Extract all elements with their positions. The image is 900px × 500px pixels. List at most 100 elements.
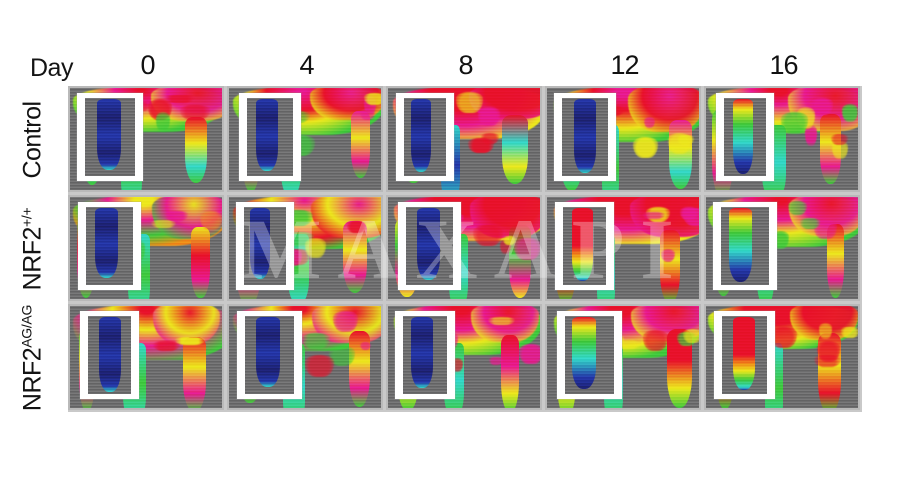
heat-speckle (305, 354, 335, 377)
roi-inset-box[interactable] (556, 311, 622, 399)
heat-speckle (804, 124, 818, 147)
roi-inset-field (723, 98, 766, 176)
heatmap-panel-nrf2--day-16[interactable] (704, 195, 860, 301)
heat-speckle (787, 201, 808, 216)
heatmap-panel-nrf2--day-4[interactable] (227, 195, 383, 301)
row-label-superscript: AG/AG (18, 304, 35, 348)
heatmap-panel-control-day-12[interactable] (545, 86, 701, 192)
heat-region-limb-right (820, 113, 841, 184)
heatmap-panel-nrf2ag-ag-day-8[interactable] (386, 304, 542, 410)
heat-speckle (472, 224, 503, 247)
heat-speckle (503, 235, 517, 245)
heat-speckle (811, 98, 833, 116)
heatmap-panel-control-day-8[interactable] (386, 86, 542, 192)
row-label-control: Control (19, 101, 48, 178)
roi-inset-field (563, 207, 607, 285)
heat-region-limb-right (660, 229, 680, 299)
heat-speckle (780, 112, 809, 134)
row-label-slot-0: Control (0, 86, 66, 194)
roi-inset-box[interactable] (394, 311, 455, 399)
panel-row-control (68, 86, 862, 192)
heatmap-panel-nrf2--day-8[interactable] (386, 195, 542, 301)
roi-inset-field (402, 316, 447, 394)
roi-strip (571, 316, 596, 390)
heat-speckle (680, 207, 699, 220)
heat-speckle (519, 344, 540, 364)
heat-speckle (487, 316, 516, 326)
column-header-day-16: 16 (769, 50, 798, 80)
heat-speckle (363, 92, 381, 106)
roi-strip (97, 98, 121, 171)
heat-speckle (329, 346, 356, 367)
heat-region-limb-right (184, 117, 207, 184)
heatmap-panel-control-day-4[interactable] (227, 86, 383, 192)
roi-inset-box[interactable] (79, 311, 140, 399)
roi-inset-box[interactable] (235, 202, 295, 290)
roi-strip (728, 207, 752, 283)
heat-speckle (304, 238, 326, 259)
heat-speckle (642, 212, 666, 220)
heatmap-panel-control-day-16[interactable] (704, 86, 860, 192)
column-header-row: 0 4 8 12 16 (68, 48, 862, 84)
column-header-day-8: 8 (458, 50, 473, 80)
roi-inset-box[interactable] (553, 93, 617, 181)
heat-speckle (499, 238, 511, 254)
roi-strip (99, 316, 121, 393)
heat-speckle (360, 109, 376, 121)
heat-speckle (199, 210, 222, 231)
roi-inset-field (246, 98, 293, 176)
heat-speckle (632, 136, 658, 159)
heat-speckle (478, 107, 501, 126)
heatmap-panel-nrf2ag-ag-day-16[interactable] (704, 304, 860, 410)
row-label-superscript: +/+ (18, 207, 35, 228)
roi-inset-box[interactable] (238, 93, 301, 181)
roi-inset-field (405, 207, 454, 285)
heat-speckle (153, 340, 180, 352)
roi-inset-box[interactable] (715, 93, 774, 181)
heat-speckle (642, 329, 669, 351)
roi-strip (417, 207, 441, 281)
roi-inset-box[interactable] (714, 311, 775, 399)
roi-strip (733, 98, 754, 175)
heat-speckle (841, 104, 858, 122)
row-label-nrf2-: NRF2+/+ (18, 208, 47, 291)
heat-speckle (489, 356, 504, 365)
column-header-day-4: 4 (299, 50, 314, 80)
heatmap-panel-control-day-0[interactable] (68, 86, 224, 192)
roi-inset-box[interactable] (396, 93, 454, 181)
heat-speckle (156, 111, 171, 133)
roi-inset-box[interactable] (237, 311, 302, 399)
roi-inset-field (243, 207, 287, 285)
roi-inset-box[interactable] (555, 202, 615, 290)
heat-speckle (770, 326, 797, 349)
heatmap-panel-nrf2ag-ag-day-0[interactable] (68, 304, 224, 410)
column-header-day-12: 12 (610, 50, 639, 80)
roi-strip (574, 98, 597, 174)
roi-inset-box[interactable] (76, 93, 144, 181)
roi-inset-field (87, 316, 132, 394)
roi-inset-field (561, 98, 609, 176)
roi-strip (249, 207, 271, 280)
roi-inset-field (84, 98, 136, 176)
heat-region-limb-right (182, 336, 207, 408)
heat-region-limb-right (342, 221, 368, 293)
heatmap-panel-grid (68, 86, 862, 412)
roi-inset-field (564, 316, 614, 394)
heat-speckle (665, 333, 680, 345)
day-axis-label: Day (30, 54, 73, 82)
roi-inset-box[interactable] (78, 202, 142, 290)
heatmap-panel-nrf2--day-12[interactable] (545, 195, 701, 301)
roi-inset-field (722, 316, 767, 394)
heatmap-panel-nrf2--day-0[interactable] (68, 195, 224, 301)
roi-inset-field (720, 207, 769, 285)
roi-strip (256, 98, 278, 172)
roi-inset-box[interactable] (712, 202, 777, 290)
heat-speckle (180, 105, 210, 120)
column-header-day-0: 0 (140, 50, 155, 80)
heatmap-panel-nrf2ag-ag-day-4[interactable] (227, 304, 383, 410)
heatmap-panel-nrf2ag-ag-day-12[interactable] (545, 304, 701, 410)
heat-speckle (643, 116, 656, 129)
roi-inset-box[interactable] (397, 202, 462, 290)
heat-speckle (841, 327, 858, 338)
